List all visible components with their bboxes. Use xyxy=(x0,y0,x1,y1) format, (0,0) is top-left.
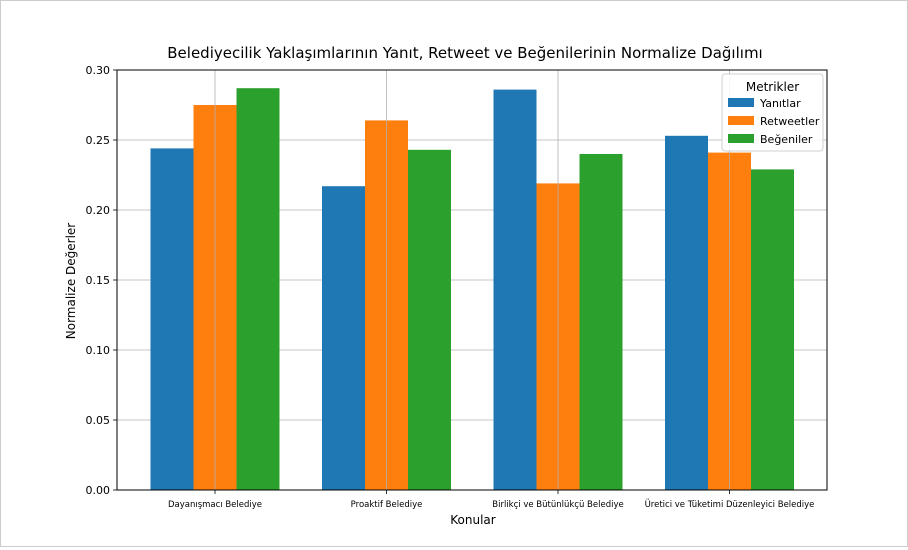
bar-yanıtlar xyxy=(493,89,537,490)
bar-yanıtlar xyxy=(150,148,194,490)
chart-title: Belediyecilik Yaklaşımlarının Yanıt, Ret… xyxy=(167,44,762,62)
ticks-layer: 0.00 0.05 0.10 0.15 0.20 0.25 0.30 Dayanışmacı … xyxy=(86,64,815,510)
bar-yanıtlar xyxy=(322,186,365,490)
x-axis-label: Konular xyxy=(450,513,496,527)
legend-box xyxy=(721,73,824,152)
legend-label: Retweetler xyxy=(760,115,820,128)
y-axis-label: Normalize Değerler xyxy=(64,223,78,340)
bar-beğeniler xyxy=(579,154,623,490)
legend-label: Beğeniler xyxy=(760,133,813,146)
y-tick-label: 0.00 xyxy=(86,484,111,497)
y-tick-label: 0.05 xyxy=(86,414,111,427)
legend-title: Metrikler xyxy=(746,80,799,94)
legend-label: Yanıtlar xyxy=(759,97,801,110)
bar-beğeniler xyxy=(408,149,451,491)
legend: Metrikler Yanıtlar Retweetler Beğeniler xyxy=(721,73,824,152)
bar-beğeniler xyxy=(751,169,794,490)
y-tick-label: 0.15 xyxy=(86,274,111,287)
x-tick-label: Proaktif Belediye xyxy=(351,500,423,510)
y-tick-label: 0.20 xyxy=(86,204,111,217)
x-tick-label: Dayanışmacı Belediye xyxy=(168,500,262,510)
bars-layer xyxy=(150,70,794,491)
y-tick-label: 0.25 xyxy=(86,134,111,147)
y-tick-label: 0.30 xyxy=(86,64,111,77)
legend-swatch-yanıtlar xyxy=(728,98,754,107)
legend-swatch-retweetler xyxy=(728,116,754,125)
legend-swatch-beğeniler xyxy=(728,134,754,143)
x-tick-label: Üretici ve Tüketimi Düzenleyici Belediye xyxy=(645,499,815,510)
x-tick-label: Birlikçi ve Bütünlükçü Belediye xyxy=(492,500,623,510)
bar-yanıtlar xyxy=(665,135,708,491)
y-tick-label: 0.10 xyxy=(86,344,111,357)
bar-beğeniler xyxy=(236,88,280,490)
